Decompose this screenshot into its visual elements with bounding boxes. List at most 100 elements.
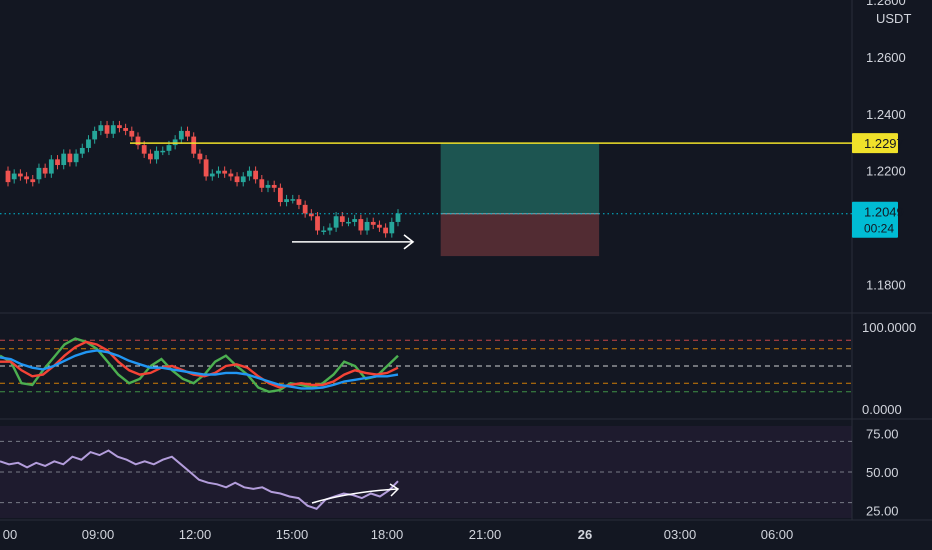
candle-body [141,145,147,154]
price-tick-label: 1.2800 [866,0,906,8]
time-tick-label: 12:00 [179,527,212,542]
candle-body [5,170,11,183]
stoch-tick-label: 0.0000 [862,402,902,417]
stoch-tick-label: 100.0000 [862,320,916,335]
candle-body [135,136,141,146]
candle-body [110,125,116,134]
rsi-tick-label: 75.00 [866,427,899,442]
time-tick-label: 09:00 [82,527,115,542]
candle-body [86,139,91,148]
candle-body [346,221,351,224]
price-tick-label: 1.2600 [866,50,906,65]
price-tick-label: 1.1800 [866,278,906,293]
time-tick-label: 15:00 [276,527,309,542]
candle-body [216,170,221,174]
rsi-divergence-arrow[interactable] [311,488,398,504]
time-tick-label: 03:00 [664,527,697,542]
candle-body [123,128,129,131]
candle-body [222,170,228,174]
last-price-badge [852,201,898,238]
candle-body [98,125,104,131]
candle-body [147,153,153,160]
candle-body [117,125,122,129]
countdown-text: 00:24 [864,222,894,236]
candle-body [271,184,277,188]
candle-body [55,159,60,166]
candle-body [203,159,209,177]
price-line-badge [852,133,898,154]
long-position-box[interactable] [440,143,600,257]
candle-body [259,179,265,188]
candle-body [277,187,283,203]
candle-body [30,179,36,183]
candle-body [240,176,246,183]
profit-zone[interactable] [440,143,600,214]
candle-body [290,199,296,201]
candle-body [389,221,395,234]
candle-body [129,130,135,137]
stochastic-panel [0,337,852,394]
candle-body [24,176,29,180]
candle-body [178,130,184,140]
candle-body [36,167,42,180]
candle-body [17,173,23,177]
candle-body [377,224,382,228]
candle-body [160,150,166,153]
annotation-arrows [292,234,415,250]
rsi-tick-label: 25.00 [866,503,899,518]
time-tick-label: 21:00 [469,527,502,542]
candle-body [48,159,54,174]
time-tick-label: 06:00 [761,527,794,542]
candle-body [383,227,389,234]
candle-body [67,153,73,163]
candle-body [265,184,271,188]
candle-body [209,173,215,177]
candle-body [234,176,240,183]
candle-body [197,153,203,160]
price-tick-label: 1.2400 [866,107,906,122]
arrow-head-icon [403,234,415,250]
candle-body [284,199,289,203]
last-price-badge-text: 1.2049 [864,205,904,220]
rsi-tick-label: 50.00 [866,465,899,480]
candle-body [73,153,79,163]
candle-body [191,136,197,154]
candle-body [104,125,110,134]
candle-body [333,216,339,228]
candle-body [308,213,314,217]
candle-body [370,221,376,225]
candle-body [172,139,178,146]
stoch-line [0,340,399,389]
time-tick-label: 18:00 [371,527,404,542]
candle-body [154,150,159,160]
candle-body [296,199,302,205]
candle-body [11,173,17,180]
candle-body [253,170,259,180]
price-axis: 1.2800 1.2600 1.2400 1.2200 1.1800 USDT 1.2297… [852,0,916,518]
candle-body [247,170,252,177]
price-tick-label: 1.2200 [866,164,906,179]
arrow-head-icon [389,483,400,497]
price-lines [0,142,852,215]
candlestick-series [5,120,401,238]
stoch-line [0,349,399,390]
candle-body [339,216,345,222]
candle-body [92,130,98,140]
candle-body [352,219,358,222]
stop-zone[interactable] [440,213,600,257]
candle-body [61,153,67,166]
candle-body [228,173,234,177]
currency-label: USDT [876,11,911,26]
candle-body [358,219,364,231]
candle-body [327,227,333,231]
candle-body [42,167,48,174]
candle-body [79,147,85,154]
price-line-badge-text: 1.2297 [864,136,904,151]
candle-body [395,213,401,222]
candle-body [166,145,172,151]
candle-body [321,230,327,232]
time-tick-label: 26 [578,527,592,542]
candle-body [315,216,320,231]
candle-body [185,130,190,137]
